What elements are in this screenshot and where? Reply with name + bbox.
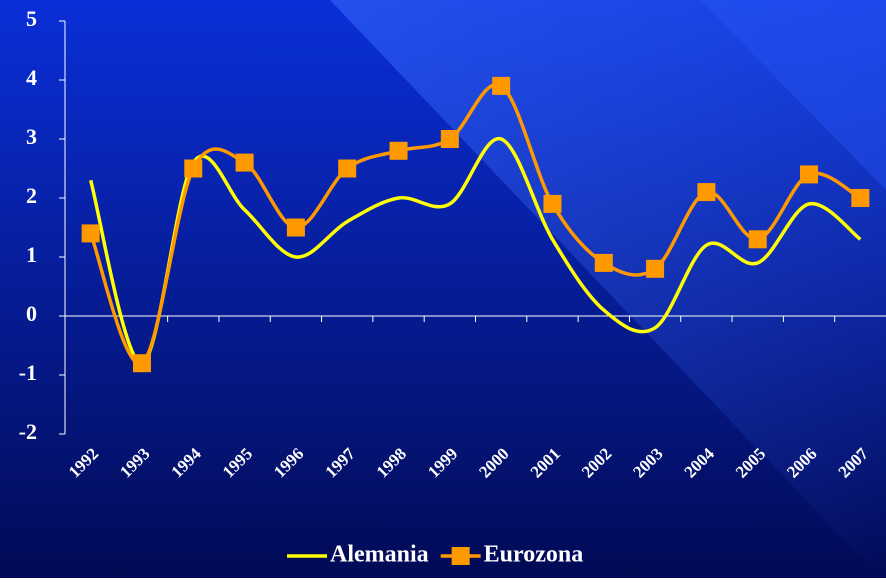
marker [132, 354, 151, 373]
marker [440, 130, 459, 148]
marker [235, 153, 254, 172]
legend-label: Eurozona [484, 542, 584, 568]
legend-item: Alemania [287, 542, 429, 568]
marker [286, 218, 305, 237]
marker [492, 76, 511, 95]
y-tick-label: -1 [19, 360, 37, 385]
y-tick-label: 1 [26, 242, 37, 267]
legend-label: Alemania [330, 542, 429, 568]
marker [800, 165, 819, 184]
marker [748, 230, 767, 249]
y-tick-label: 0 [26, 301, 37, 326]
marker [594, 253, 613, 272]
legend-marker [451, 547, 470, 565]
y-tick-label: 3 [26, 124, 37, 149]
marker [184, 159, 203, 178]
marker [81, 224, 100, 243]
legend-item: Eurozona [440, 542, 584, 568]
y-tick-label: -2 [19, 419, 37, 444]
marker [389, 141, 408, 160]
y-tick-label: 5 [26, 6, 37, 31]
marker [697, 183, 716, 202]
series-line [88, 137, 862, 365]
y-tick-label: 2 [26, 183, 37, 208]
y-tick-label: 4 [26, 65, 37, 90]
marker [851, 189, 870, 207]
background-stripe [330, 0, 886, 578]
marker [646, 259, 665, 278]
marker [338, 159, 357, 178]
background-stripe [700, 0, 886, 190]
marker [543, 194, 562, 213]
